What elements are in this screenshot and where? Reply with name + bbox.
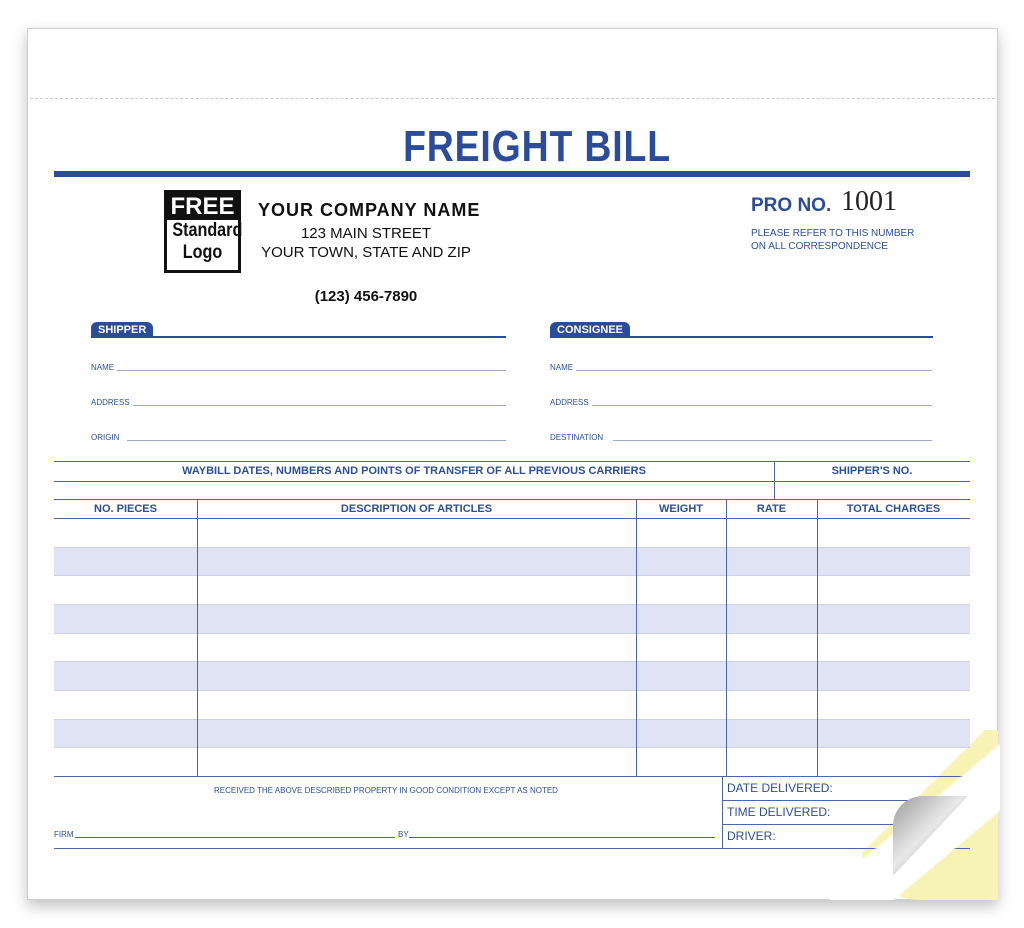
shipper-address-label: ADDRESS <box>91 398 130 407</box>
rule <box>722 776 723 848</box>
column-header: RATE <box>756 503 787 515</box>
firm-line[interactable] <box>75 837 395 838</box>
column-header: NO. PIECES <box>94 503 157 515</box>
logo-line-2: Standard <box>172 220 243 241</box>
firm-label: FIRM <box>54 830 74 839</box>
consignee-tab: CONSIGNEE <box>550 322 631 337</box>
consignee-rule <box>550 336 933 338</box>
company-street: 123 MAIN STREET <box>300 225 432 242</box>
pro-label: PRO NO. <box>751 195 832 216</box>
rule <box>54 848 970 849</box>
by-line[interactable] <box>409 837 715 838</box>
page-title: FREIGHT BILL <box>403 122 671 171</box>
table-row[interactable] <box>54 747 970 776</box>
rule <box>774 461 775 499</box>
table-row[interactable] <box>54 661 970 690</box>
consignee-destination-field[interactable] <box>613 440 932 441</box>
pro-note-1: PLEASE REFER TO THIS NUMBER <box>751 228 915 239</box>
company-phone: (123) 456-7890 <box>314 288 418 305</box>
table-row[interactable] <box>54 690 970 719</box>
column-header: WEIGHT <box>659 503 703 515</box>
table-row[interactable] <box>54 546 970 576</box>
consignee-address-field[interactable] <box>591 405 932 406</box>
driver-label: DRIVER: <box>727 829 776 843</box>
logo-placeholder: FREE Standard Logo <box>164 190 243 273</box>
shipper-name-field[interactable] <box>116 370 506 371</box>
title-rule <box>54 171 970 177</box>
company-city: YOUR TOWN, STATE AND ZIP <box>261 244 471 261</box>
table-row[interactable] <box>54 518 970 547</box>
rule <box>54 499 970 500</box>
consignee-name-field[interactable] <box>575 370 932 371</box>
table-row[interactable] <box>54 604 970 633</box>
table-row[interactable] <box>54 575 970 604</box>
company-name: YOUR COMPANY NAME <box>258 200 481 220</box>
column-divider <box>636 499 637 776</box>
date-delivered-label: DATE DELIVERED: <box>727 781 833 795</box>
consignee-name-label: NAME <box>550 363 574 372</box>
rule <box>54 481 970 482</box>
time-delivered-label: TIME DELIVERED: <box>727 805 831 819</box>
column-divider <box>197 499 198 776</box>
by-label: BY <box>398 830 409 839</box>
pro-number: 1001 <box>841 186 897 217</box>
shipper-rule <box>91 336 506 338</box>
logo-line-1: FREE <box>167 193 238 220</box>
table-row[interactable] <box>54 632 970 662</box>
shipper-address-field[interactable] <box>132 405 506 406</box>
received-note: RECEIVED THE ABOVE DESCRIBED PROPERTY IN… <box>214 786 558 795</box>
shippers-no-header: SHIPPER'S NO. <box>831 465 913 477</box>
shipper-origin-label: ORIGIN <box>91 433 120 442</box>
column-divider <box>726 499 727 776</box>
column-divider <box>817 499 818 776</box>
logo-line-3: Logo <box>182 242 223 263</box>
consignee-destination-label: DESTINATION <box>550 433 604 442</box>
waybill-header: WAYBILL DATES, NUMBERS AND POINTS OF TRA… <box>182 465 646 477</box>
shipper-name-label: NAME <box>91 363 115 372</box>
shipper-origin-field[interactable] <box>127 440 506 441</box>
shipper-tab: SHIPPER <box>91 322 154 337</box>
pro-note-2: ON ALL CORRESPONDENCE <box>751 241 888 252</box>
rule <box>54 461 970 462</box>
rule <box>54 776 970 777</box>
column-header: TOTAL CHARGES <box>846 503 941 515</box>
consignee-address-label: ADDRESS <box>550 398 589 407</box>
perforation-line <box>30 98 995 99</box>
column-header: DESCRIPTION OF ARTICLES <box>340 503 493 515</box>
